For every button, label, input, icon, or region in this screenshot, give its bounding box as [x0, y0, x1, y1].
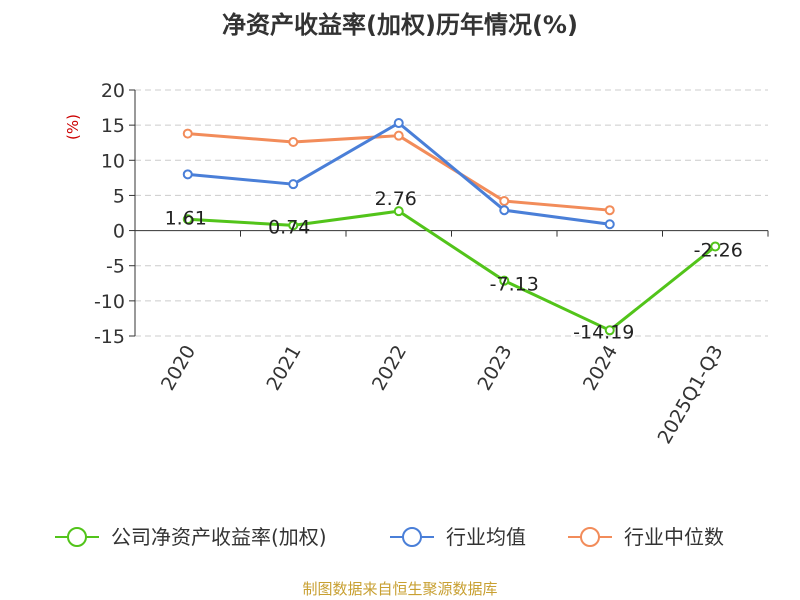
- y-axis-label: (%): [64, 114, 82, 140]
- legend-label: 行业中位数: [624, 525, 724, 549]
- chart-title: 净资产收益率(加权)历年情况(%): [222, 11, 578, 39]
- x-tick-label: 2022: [368, 342, 411, 395]
- data-point: [182, 169, 193, 180]
- data-point: [604, 219, 615, 230]
- data-point: [288, 179, 299, 190]
- y-tick-label: -10: [94, 291, 125, 313]
- data-point: [604, 205, 615, 216]
- x-tick-label: 2024: [579, 342, 622, 395]
- series-line: [187, 209, 717, 332]
- data-label: -7.13: [490, 274, 539, 296]
- legend-marker-icon: [402, 527, 422, 547]
- data-label: 2.76: [375, 188, 417, 210]
- source-note: 制图数据来自恒生聚源数据库: [302, 580, 498, 598]
- series-lines: [182, 118, 721, 336]
- data-point: [393, 118, 404, 129]
- data-point: [710, 241, 721, 252]
- y-tick-label: -15: [94, 326, 125, 348]
- x-tick-label: 2020: [157, 342, 200, 395]
- y-tick-label: 10: [101, 150, 125, 172]
- legend-label: 行业均值: [446, 525, 526, 549]
- x-tick-label: 2025Q1-Q3: [654, 342, 728, 448]
- data-point: [499, 275, 510, 286]
- data-label: 0.74: [268, 216, 310, 238]
- data-point: [499, 205, 510, 216]
- data-point: [604, 325, 615, 336]
- data-label: 1.61: [165, 207, 207, 229]
- data-label: -14.19: [573, 321, 634, 343]
- data-point: [393, 206, 404, 217]
- grid-lines: [135, 89, 768, 337]
- data-point: [182, 214, 193, 225]
- legend-marker-icon: [67, 527, 87, 547]
- data-point: [182, 128, 193, 139]
- y-tick-label: 5: [113, 185, 125, 207]
- legend-item: 行业中位数: [568, 525, 724, 549]
- legend-item: 公司净资产收益率(加权): [55, 525, 327, 549]
- legend-item: 行业均值: [390, 525, 526, 549]
- x-tick-label: 2021: [262, 342, 305, 395]
- y-tick-label: 15: [101, 115, 125, 137]
- data-point: [393, 130, 404, 141]
- legend-marker-icon: [580, 527, 600, 547]
- x-tick-label: 2023: [473, 342, 516, 395]
- data-point: [499, 196, 510, 207]
- data-point: [288, 137, 299, 148]
- y-tick-label: 20: [101, 80, 125, 102]
- legend-label: 公司净资产收益率(加权): [111, 525, 327, 549]
- data-labels: 1.61 0.74 2.76 -7.13 -14.19 -2.26: [165, 188, 743, 343]
- y-tick-label: -5: [106, 256, 125, 278]
- data-point: [288, 220, 299, 231]
- axes: 20 15 10 5 0 -5 -10 -15 (%) 2020 2021 2022 2023 2024 2…: [64, 80, 769, 448]
- y-tick-label: 0: [113, 221, 125, 243]
- data-label: -2.26: [694, 239, 743, 261]
- legend: 公司净资产收益率(加权) 行业均值 行业中位数: [55, 525, 724, 549]
